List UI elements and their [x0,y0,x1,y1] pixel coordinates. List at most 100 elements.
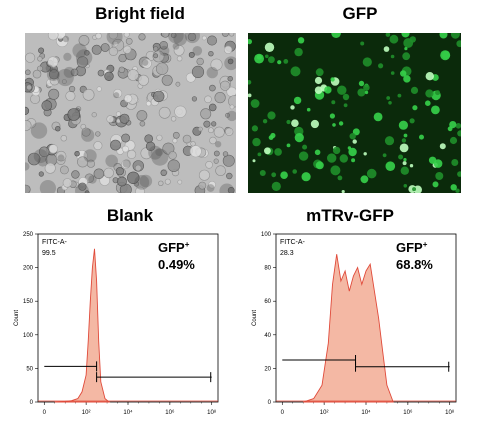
cell-cluster [25,162,30,171]
cell [106,115,114,123]
cell-cluster [56,68,74,87]
fluorescent-cell [280,171,288,179]
fluorescent-cell [283,59,289,64]
y-tick-label: 100 [23,333,34,339]
fluorescent-cell [271,181,281,191]
x-tick-label: 0 [281,410,285,416]
cell [213,150,220,157]
cell-cluster [184,33,200,44]
fluorescent-cell [456,40,461,48]
cell-cluster [106,33,123,45]
gfp-positive-label: GFP+ [158,240,190,255]
fluorescent-cell [315,161,324,170]
gfp-positive-percent: 68.8% [396,257,433,272]
fluorescent-cell [259,170,266,176]
fluorescent-cell [257,152,262,157]
cell [48,69,60,80]
fluorescent-cell [373,112,383,122]
cell [93,141,103,151]
cell-cluster [141,59,149,66]
cell-cluster [72,43,87,58]
fluorescent-cell [403,133,408,138]
fluorescent-cell [352,139,357,144]
cell [204,95,212,104]
fluorescent-cell [271,172,277,178]
fluorescent-cell [403,75,411,83]
fluorescent-cell [290,66,301,77]
fluorescent-cell [248,80,252,85]
cell [48,144,58,154]
cell [55,150,67,162]
cell [200,108,212,120]
cell [118,66,126,73]
fluorescent-cell [291,119,299,127]
fluorescent-cell [398,154,404,160]
fluorescent-cell [351,158,356,163]
fluorescent-cell [262,119,268,124]
fluorescent-cell [248,39,252,45]
fluorescent-cell [314,76,323,85]
cell [122,145,129,153]
fluorescent-cell [294,133,304,143]
fluorescent-cell [331,100,336,105]
cell-cluster [62,35,70,43]
blank-title: Blank [106,206,154,225]
cell [161,74,173,86]
fluorescent-cell [332,146,341,155]
cell-cluster [113,92,120,99]
y-axis-label: Count [252,310,258,326]
histogram-area [303,254,394,403]
fluorescent-cell [264,147,271,155]
cell [25,106,30,115]
fluorescent-cell [337,85,347,95]
cell [229,104,235,110]
fluorescent-cell [362,57,372,67]
cell [189,145,202,158]
fluorescent-cell [339,154,348,163]
cell [68,85,76,93]
cell [38,47,45,54]
cell [161,33,170,38]
cell [81,127,91,137]
cell [122,45,132,54]
fluorescent-cell [306,107,311,112]
cell [153,53,159,59]
fluorescent-cell [399,143,409,153]
fluorescent-cell [401,138,407,143]
cell-cluster [168,33,184,44]
fluorescent-cell [390,54,395,59]
cell [83,49,90,56]
fluorescent-cell [383,46,390,52]
cell [173,44,185,56]
cell [158,180,164,187]
cell [77,156,89,168]
y-tick-label: 0 [30,400,34,406]
y-tick-label: 60 [264,299,271,305]
x-tick-label: 10² [320,410,329,416]
y-tick-label: 250 [23,232,34,238]
cell [222,151,229,157]
cell-cluster [75,183,89,193]
cell [225,112,230,118]
fluorescent-cell [363,84,370,91]
fluorescent-cell [390,71,395,75]
cell [182,134,192,144]
fluorescent-cell [419,134,424,140]
gfp-positive-percent: 0.49% [158,257,195,272]
fluorescent-cell [292,169,297,174]
fluorescent-cell [360,175,369,184]
fluorescent-cell [348,147,357,157]
y-tick-label: 50 [26,366,33,372]
y-tick-label: 100 [261,232,272,238]
cell [91,44,102,55]
cell [139,120,146,127]
fluorescent-cell [449,121,457,129]
cell-cluster [206,184,215,192]
cell [197,126,203,132]
cell-cluster [219,183,235,193]
fluorescent-cell [277,60,282,65]
fluorescent-cell [457,171,461,177]
cell [100,43,110,52]
cell [97,69,105,77]
x-tick-label: 10² [82,410,91,416]
